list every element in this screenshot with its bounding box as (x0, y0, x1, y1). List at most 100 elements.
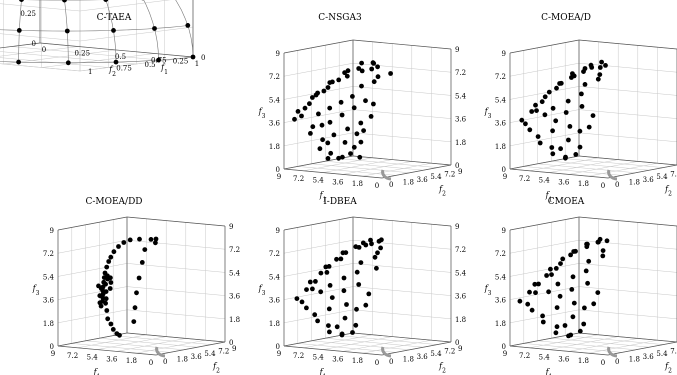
axis-line (352, 332, 452, 343)
y-tick-label: 3.6 (417, 176, 429, 184)
gridline (79, 26, 194, 42)
data-point (581, 321, 587, 327)
x-tick-label: 9 (51, 350, 55, 358)
data-point (536, 281, 541, 287)
gridline (362, 162, 432, 177)
y-tick-label: 1.8 (403, 355, 414, 363)
data-point (107, 286, 113, 291)
gridline (509, 132, 580, 147)
gridline (588, 339, 658, 354)
data-point (371, 79, 377, 85)
x-tick-label: 7.2 (293, 175, 304, 183)
y-tick-label: 9 (458, 345, 462, 353)
data-point (595, 76, 601, 82)
data-point (550, 151, 556, 157)
data-point (343, 250, 349, 256)
data-point (313, 92, 319, 98)
data-point (363, 302, 369, 308)
data-point (577, 328, 583, 334)
z-tick-label: 0 (502, 343, 506, 351)
data-point (579, 104, 585, 109)
x-tick-label: 1.8 (578, 357, 589, 365)
data-point (582, 82, 588, 87)
z-tick-label: 7.2 (269, 250, 280, 258)
data-point (354, 269, 360, 275)
data-point (540, 313, 545, 319)
axis-line (509, 345, 609, 356)
data-point (560, 256, 566, 262)
gridline (588, 162, 658, 177)
data-point (142, 247, 148, 253)
z-tick-label: 5.4 (269, 96, 281, 104)
gridline (325, 160, 424, 171)
data-point (356, 282, 362, 287)
data-point (132, 305, 138, 311)
data-point (358, 139, 364, 145)
y-tick-label: 3.6 (643, 176, 655, 184)
data-point (326, 306, 332, 312)
z-tick-label: 0 (276, 343, 280, 351)
x-axis-label: f1 (319, 368, 327, 375)
data-point (299, 113, 304, 119)
axis-line (381, 164, 452, 179)
data-point (589, 65, 595, 70)
data-point (328, 150, 334, 156)
data-point (117, 332, 122, 338)
data-point (19, 0, 24, 2)
axis-line (578, 39, 677, 50)
data-point (103, 289, 109, 294)
data-point (517, 298, 523, 304)
z-axis-label: f3 (484, 284, 492, 297)
origin-marker (381, 169, 392, 181)
axis-line (126, 216, 226, 227)
data-point (527, 127, 533, 133)
gridline (509, 239, 580, 254)
z-tick-label: 0 (32, 40, 36, 48)
x-tick-label: 5.4 (313, 354, 325, 362)
data-point (356, 245, 362, 250)
data-point (577, 144, 583, 150)
z-tick-label: 3.6 (43, 297, 55, 305)
data-point (550, 105, 556, 111)
gridline (311, 340, 410, 351)
gridline (0, 46, 79, 57)
z-tick-label: 5.4 (43, 273, 55, 281)
gridline (57, 286, 128, 300)
data-point (307, 101, 312, 107)
y-tick-label: 9 (232, 345, 236, 353)
y-tick-label: 0 (201, 54, 205, 62)
x-tick-label: 5.4 (539, 177, 551, 185)
axis-line (57, 345, 157, 356)
z-tick-label: 7.2 (269, 73, 280, 81)
axis-line (0, 42, 41, 49)
data-point (583, 268, 589, 274)
data-point (558, 261, 563, 266)
data-point (546, 89, 552, 95)
gridline (509, 62, 580, 77)
data-point (345, 126, 350, 132)
data-point (326, 323, 331, 328)
gridline (578, 62, 677, 73)
data-point (336, 155, 341, 161)
x-tick-label: 0.5 (115, 53, 126, 61)
z-tick-label: 5.4 (455, 269, 467, 277)
data-point (127, 237, 133, 243)
z-tick-label: 3.6 (269, 297, 281, 305)
gridline (0, 3, 81, 12)
x-tick-label: 9 (503, 173, 507, 181)
data-point (312, 312, 318, 318)
data-point (327, 329, 332, 335)
data-point (338, 99, 344, 105)
data-point (548, 266, 553, 272)
data-point (571, 300, 577, 306)
data-point (553, 266, 559, 271)
axis-line (126, 332, 226, 343)
gridline (325, 337, 424, 348)
data-point (111, 249, 117, 255)
y-axis-label: f1 (160, 63, 168, 76)
data-point (585, 280, 590, 286)
x-tick-label: 0.25 (74, 50, 90, 58)
x-tick-label: 0 (375, 182, 379, 190)
chart-panel-6: CMOEA 01.83.65.47.2901.83.65.47.2901.83.… (484, 197, 677, 375)
